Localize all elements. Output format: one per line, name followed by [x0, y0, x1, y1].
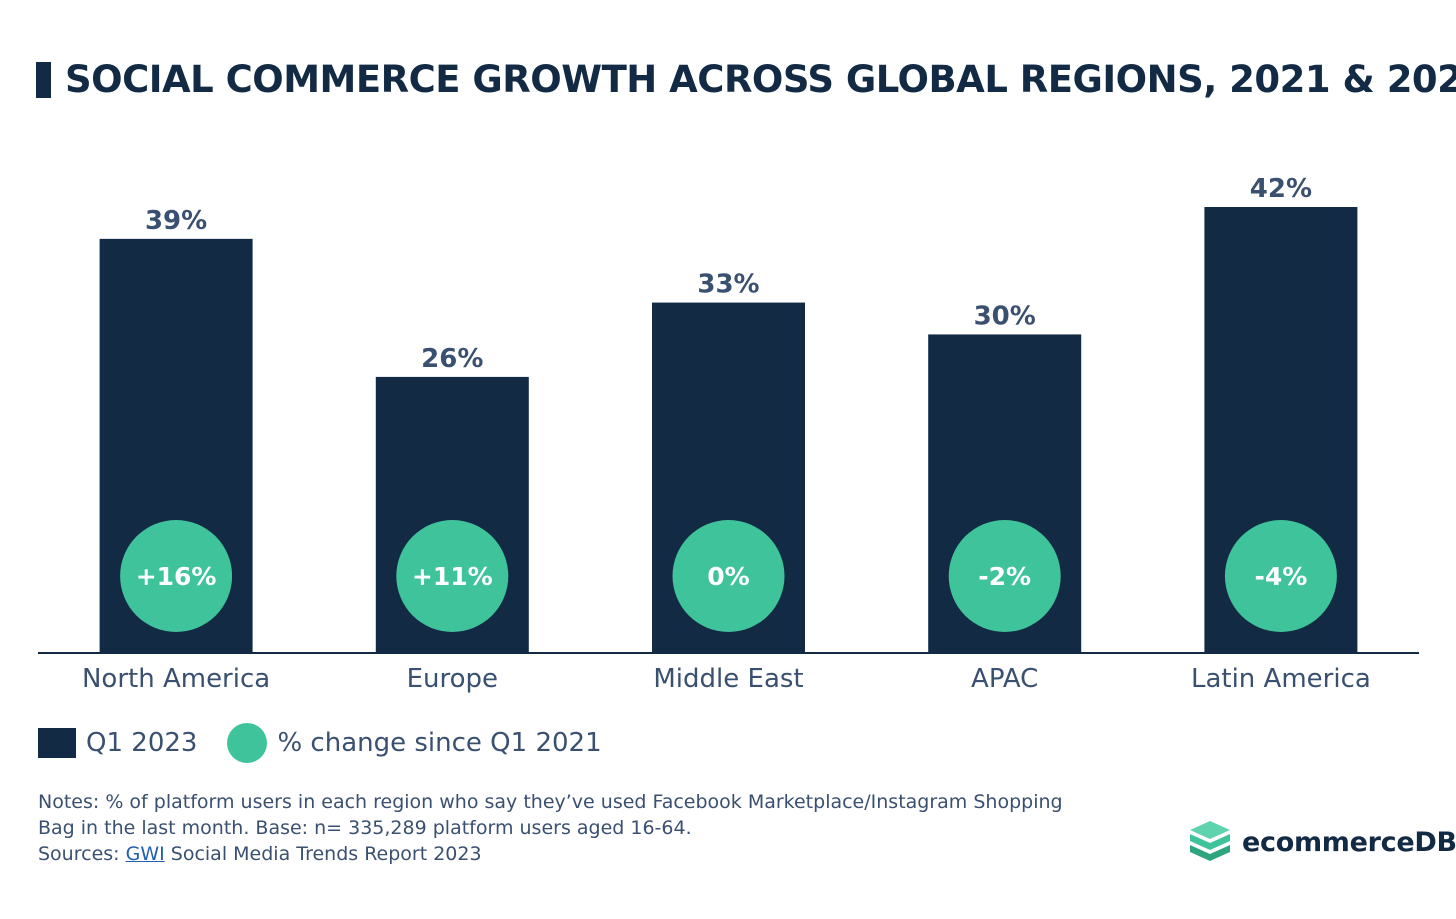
notes-line-2: Bag in the last month. Base: n= 335,289 …: [38, 817, 692, 839]
sources-suffix: Social Media Trends Report 2023: [164, 843, 482, 865]
bar-value-label: 26%: [421, 344, 483, 374]
change-value-label: -2%: [978, 562, 1031, 591]
bar-chart: 39% +16% North America 26% +11% Europe 33% 0% Mi…: [38, 174, 1419, 694]
notes-line-1: Notes: % of platform users in each regio…: [38, 791, 1063, 813]
category-label: APAC: [971, 664, 1038, 694]
bar-value-label: 30%: [974, 301, 1036, 331]
bar-value-label: 42%: [1250, 174, 1312, 204]
legend-label-change: % change since Q1 2021: [277, 728, 602, 758]
category-label: Europe: [407, 664, 498, 694]
legend-bar-swatch: [38, 728, 76, 758]
logo-text: ecommerceDB: [1242, 826, 1456, 858]
category-label: North America: [82, 664, 270, 694]
change-circle-latin-america: [1224, 520, 1337, 632]
bar-value-label: 39%: [145, 206, 207, 236]
stacked-layers-icon: [1190, 821, 1230, 861]
legend-circle-swatch: [227, 723, 268, 763]
change-value-label: -4%: [1254, 562, 1307, 591]
notes: Notes: % of platform users in each regio…: [38, 789, 1138, 867]
chart-title: SOCIAL COMMERCE GROWTH ACROSS GLOBAL REG…: [65, 58, 1456, 101]
change-circle-apac: [948, 520, 1061, 632]
sources-line: Sources: GWI Social Media Trends Report …: [38, 841, 1138, 867]
bars-group: 39% +16% North America 26% +11% Europe 33% 0% Mi…: [82, 174, 1371, 694]
legend: Q1 2023 % change since Q1 2021: [38, 723, 602, 763]
change-value-label: 0%: [707, 562, 749, 591]
change-value-label: +16%: [136, 562, 217, 591]
category-label: Latin America: [1191, 664, 1371, 694]
ecommercedb-logo: ecommerceDB: [1188, 819, 1456, 865]
category-label: Middle East: [653, 664, 803, 694]
change-circle-europe: [396, 520, 509, 632]
sources-prefix: Sources:: [38, 843, 126, 865]
title-marker: [36, 61, 51, 98]
bar-value-label: 33%: [697, 270, 759, 300]
change-circle-north-america: [120, 520, 233, 632]
change-circle-middle-east: [672, 520, 785, 632]
legend-label-q1-2023: Q1 2023: [86, 728, 198, 758]
change-value-label: +11%: [412, 562, 493, 591]
sources-link-gwi[interactable]: GWI: [125, 843, 165, 865]
chart-title-block: SOCIAL COMMERCE GROWTH ACROSS GLOBAL REG…: [36, 58, 1456, 101]
